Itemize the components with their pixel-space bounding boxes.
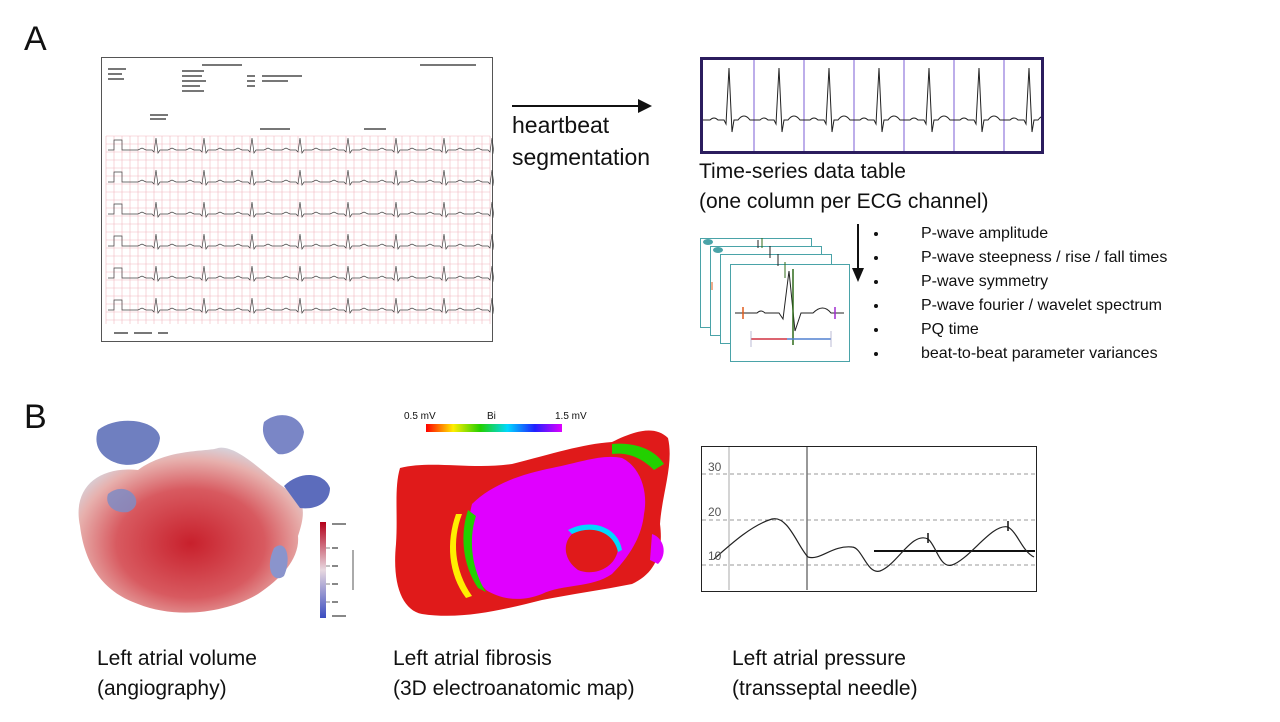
fibrosis-map: [395, 430, 670, 616]
bullet-icon: [874, 256, 878, 260]
pressure-trace-graphic: [702, 447, 1035, 590]
segmented-ecg-graphic: [703, 60, 1054, 151]
timeseries-caption-line1: Time-series data table: [699, 160, 906, 183]
heartbeat-card-stack: [700, 232, 860, 372]
fibrosis-upper-border: [612, 443, 664, 470]
feature-item: P-wave amplitude: [874, 222, 1167, 246]
segmented-ecg-box: [700, 57, 1054, 154]
ytick-30: 30: [708, 460, 722, 474]
ecg-printout: [101, 57, 513, 342]
ytick-10: 10: [708, 549, 722, 563]
fibrosis-transition-zone: [450, 514, 472, 598]
ecg-header-text: [108, 64, 476, 334]
bullet-icon: [874, 304, 878, 308]
fibrosis-patch: [565, 529, 618, 573]
pulmonary-vein-left-upper: [96, 420, 160, 465]
pressure-caption-line1: Left atrial pressure: [732, 647, 906, 670]
beat-dividers: [753, 60, 1005, 151]
feature-item: P-wave steepness / rise / fall times: [874, 246, 1167, 270]
volume-caption-line1: Left atrial volume: [97, 647, 257, 670]
bullet-icon: [874, 232, 878, 236]
ytick-20: 20: [708, 505, 722, 519]
feature-item: beat-to-beat parameter variances: [874, 342, 1167, 366]
segmentation-label-line2: segmentation: [512, 144, 651, 170]
ecg-grid: [105, 135, 491, 324]
heartbeat-card-graphic: [735, 269, 844, 347]
heartbeat-card-back-marks: [703, 238, 786, 290]
atrium-body: [78, 447, 303, 613]
fibrosis-scale-title: Bi: [487, 411, 496, 422]
panel-label-b: B: [24, 398, 47, 436]
feature-item: P-wave fourier / wavelet spectrum: [874, 294, 1167, 318]
feature-label: P-wave symmetry: [921, 273, 1049, 290]
timeseries-caption-line2: (one column per ECG channel): [699, 190, 989, 213]
down-arrow: [852, 224, 864, 282]
segmentation-label-line1: heartbeat: [512, 112, 610, 138]
feature-item: PQ time: [874, 318, 1167, 342]
fibrosis-border-zone: [463, 510, 486, 592]
pressure-waveform: [713, 518, 1035, 572]
fibrosis-scale-max: 1.5 mV: [555, 411, 587, 422]
feature-label: PQ time: [921, 321, 979, 338]
pulmonary-vein-right: [284, 474, 330, 509]
fibrosis-caption-line1: Left atrial fibrosis: [393, 647, 552, 670]
feature-label: beat-to-beat parameter variances: [921, 345, 1158, 362]
pressure-caption-line2: (transseptal needle): [732, 677, 918, 700]
fibrosis-caption-line2: (3D electroanatomic map): [393, 677, 635, 700]
feature-label: P-wave amplitude: [921, 225, 1049, 242]
panel-label-a: A: [24, 20, 47, 58]
feature-item: P-wave symmetry: [874, 270, 1167, 294]
fibrosis-appendage: [650, 534, 664, 564]
bullet-icon: [874, 280, 878, 284]
segmentation-arrow: [512, 99, 652, 113]
appendage: [269, 545, 288, 579]
bullet-icon: [874, 352, 878, 356]
heartbeat-card-front: [730, 264, 850, 362]
feature-list: P-wave amplitude P-wave steepness / rise …: [874, 222, 1167, 366]
ecg-printout-graphic: [105, 64, 513, 334]
pressure-trace-box: 30 20 10: [701, 446, 1037, 592]
feature-label: P-wave steepness / rise / fall times: [921, 249, 1168, 266]
segmented-ecg-trace: [703, 67, 1054, 133]
volume-caption-line2: (angiography): [97, 677, 227, 700]
fibrosis-colorbar: [426, 424, 562, 432]
volume-colorbar: [320, 522, 354, 618]
atrial-volume-render: [78, 415, 330, 613]
fibrosis-scale-min: 0.5 mV: [404, 411, 436, 422]
ecg-traces: [108, 137, 513, 314]
bullet-icon: [874, 328, 878, 332]
feature-label: P-wave fourier / wavelet spectrum: [921, 297, 1162, 314]
vein-ostium: [107, 488, 137, 513]
fibrosis-patch-border: [568, 524, 622, 552]
pulmonary-vein-right-upper: [262, 415, 304, 455]
